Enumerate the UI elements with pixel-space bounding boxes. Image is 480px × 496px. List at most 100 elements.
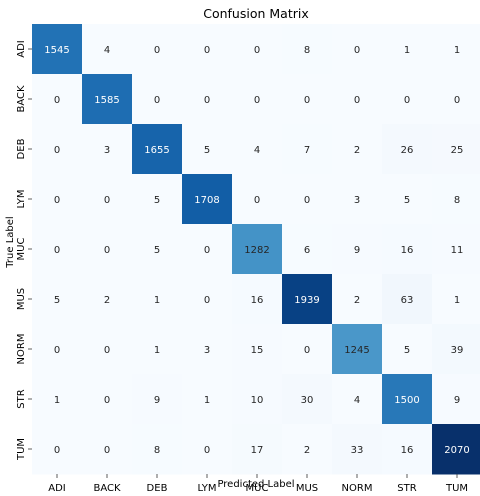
heatmap-cell (182, 174, 233, 225)
cell-value-label: 9 (154, 395, 160, 406)
cell-value-label: 0 (254, 95, 260, 106)
heatmap-cell (82, 274, 133, 325)
heatmap-cell (332, 174, 383, 225)
heatmap-cell (82, 24, 133, 75)
cell-value-label: 16 (251, 295, 264, 306)
x-tick-label: TUM (445, 483, 468, 494)
cell-value-label: 8 (304, 45, 310, 56)
cell-value-label: 26 (401, 145, 414, 156)
heatmap-cell (82, 224, 133, 275)
heatmap-cell (182, 324, 233, 375)
chart-title: Confusion Matrix (203, 6, 309, 21)
heatmap-cell (382, 374, 433, 425)
heatmap-cell (182, 274, 233, 325)
heatmap-cell (82, 374, 133, 425)
heatmap-cell (432, 324, 480, 375)
heatmap-cell (132, 174, 183, 225)
cell-value-label: 0 (354, 95, 360, 106)
cell-value-label: 1708 (194, 195, 219, 206)
cell-value-label: 0 (204, 295, 210, 306)
x-tick-label: DEB (147, 483, 168, 494)
cell-value-label: 0 (304, 345, 310, 356)
heatmap-cell (282, 224, 333, 275)
heatmap-cell (132, 424, 183, 475)
heatmap-cell-labels: 1545 4 0 0 0 8 0 1 10 1585 0 0 0 0 0 0 00 3 1655 5 4 7 2 26 250 0… (44, 45, 469, 456)
x-axis: ADI BACK DEB LYM MUC MUS NORM STR TUM (48, 474, 468, 494)
heatmap-cell (432, 224, 480, 275)
cell-value-label: 0 (104, 395, 110, 406)
y-axis-label: True Label (5, 216, 16, 268)
heatmap-cells (32, 24, 480, 475)
cell-value-label: 0 (154, 95, 160, 106)
heatmap-cell (32, 224, 83, 275)
cell-value-label: 3 (354, 195, 360, 206)
cell-value-label: 0 (254, 195, 260, 206)
heatmap-cell (232, 424, 283, 475)
x-tick-label: BACK (93, 483, 121, 494)
heatmap-cell (82, 124, 133, 175)
y-tick-label: TUM (16, 438, 27, 461)
cell-value-label: 16 (401, 245, 414, 256)
heatmap-cell (332, 124, 383, 175)
cell-value-label: 16 (401, 445, 414, 456)
cell-value-label: 2 (104, 295, 110, 306)
cell-value-label: 0 (304, 195, 310, 206)
y-tick-label: MUS (16, 288, 27, 310)
heatmap-cell (232, 274, 283, 325)
heatmap-cell (382, 24, 433, 75)
cell-value-label: 0 (354, 45, 360, 56)
heatmap-cell (132, 24, 183, 75)
heatmap-cell (382, 74, 433, 125)
heatmap-cell (82, 74, 133, 125)
heatmap-cell (432, 74, 480, 125)
heatmap-cell (332, 324, 383, 375)
cell-value-label: 0 (204, 245, 210, 256)
heatmap-cell (182, 224, 233, 275)
cell-value-label: 33 (351, 445, 364, 456)
cell-value-label: 10 (251, 395, 264, 406)
heatmap-cell (132, 274, 183, 325)
y-axis: ADI BACK DEB LYM MUC MUS NORM STR TUM (16, 40, 32, 461)
cell-value-label: 5 (154, 195, 160, 206)
heatmap-cell (282, 124, 333, 175)
cell-value-label: 0 (54, 345, 60, 356)
heatmap-cell (182, 124, 233, 175)
x-tick-label: NORM (342, 483, 373, 494)
cell-value-label: 2 (354, 295, 360, 306)
cell-value-label: 0 (104, 245, 110, 256)
cell-value-label: 0 (104, 445, 110, 456)
x-tick-label: MUS (296, 483, 318, 494)
heatmap-cell (432, 124, 480, 175)
heatmap-cell (232, 374, 283, 425)
cell-value-label: 0 (154, 45, 160, 56)
heatmap-cell (132, 324, 183, 375)
cell-value-label: 5 (404, 195, 410, 206)
heatmap-cell (332, 274, 383, 325)
heatmap-cell (182, 24, 233, 75)
heatmap-cell (232, 224, 283, 275)
cell-value-label: 11 (451, 245, 464, 256)
cell-value-label: 1 (154, 345, 160, 356)
cell-value-label: 2070 (444, 445, 469, 456)
cell-value-label: 0 (54, 195, 60, 206)
heatmap-cell (132, 124, 183, 175)
cell-value-label: 0 (454, 95, 460, 106)
x-tick-label: ADI (48, 483, 66, 494)
cell-value-label: 30 (301, 395, 314, 406)
heatmap-cell (232, 174, 283, 225)
heatmap-cell (32, 74, 83, 125)
heatmap-cell (282, 174, 333, 225)
cell-value-label: 5 (204, 145, 210, 156)
cell-value-label: 4 (254, 145, 260, 156)
heatmap-cell (32, 374, 83, 425)
cell-value-label: 0 (204, 45, 210, 56)
heatmap-cell (32, 274, 83, 325)
y-tick-label: ADI (16, 40, 27, 58)
cell-value-label: 25 (451, 145, 464, 156)
cell-value-label: 17 (251, 445, 264, 456)
heatmap-cell (232, 324, 283, 375)
cell-value-label: 15 (251, 345, 264, 356)
cell-value-label: 5 (154, 245, 160, 256)
heatmap-cell (282, 274, 333, 325)
